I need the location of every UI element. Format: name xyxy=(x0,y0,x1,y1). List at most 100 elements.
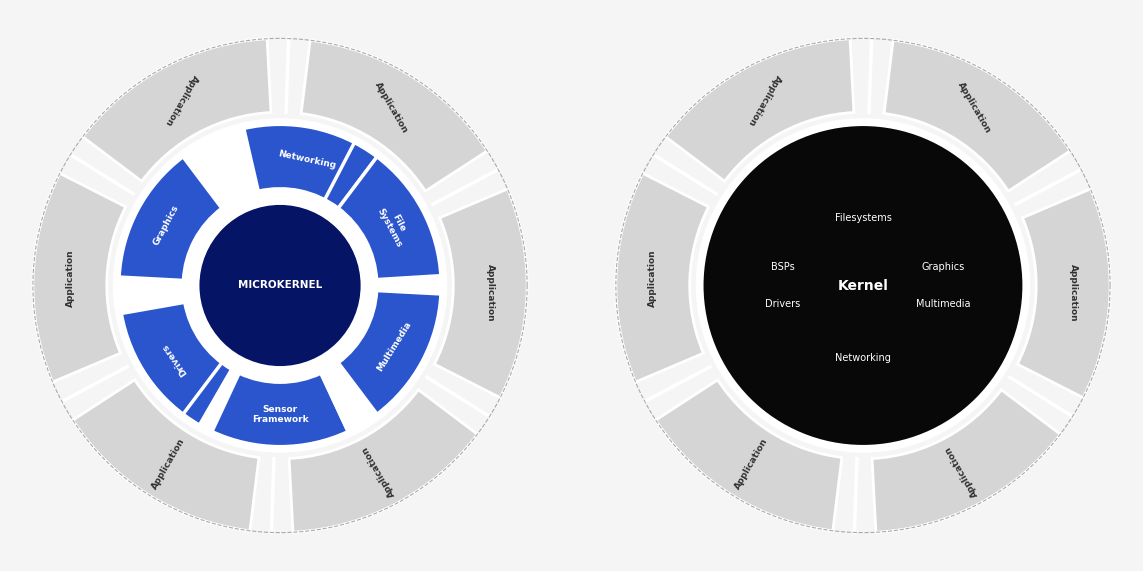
Circle shape xyxy=(275,282,285,289)
Circle shape xyxy=(214,220,346,351)
Circle shape xyxy=(224,229,336,342)
Circle shape xyxy=(229,235,331,336)
Circle shape xyxy=(248,254,312,317)
Circle shape xyxy=(264,270,296,301)
Text: BSPs: BSPs xyxy=(770,262,794,272)
Wedge shape xyxy=(33,174,126,382)
Text: Application: Application xyxy=(163,73,200,127)
Circle shape xyxy=(247,252,313,319)
Circle shape xyxy=(262,267,298,304)
Circle shape xyxy=(266,272,294,299)
Text: Kernel: Kernel xyxy=(838,279,888,292)
Circle shape xyxy=(257,263,303,308)
Wedge shape xyxy=(119,157,222,280)
Wedge shape xyxy=(301,40,487,191)
Wedge shape xyxy=(289,390,478,532)
Circle shape xyxy=(235,241,325,330)
Circle shape xyxy=(702,124,1024,447)
Wedge shape xyxy=(121,302,232,425)
Circle shape xyxy=(239,244,321,327)
Text: File
Systems: File Systems xyxy=(375,202,413,248)
Circle shape xyxy=(240,245,320,326)
Wedge shape xyxy=(211,373,349,447)
Circle shape xyxy=(200,205,361,366)
Text: Application: Application xyxy=(1069,264,1078,321)
Text: Graphics: Graphics xyxy=(152,203,181,247)
Circle shape xyxy=(205,210,355,361)
Text: Application: Application xyxy=(360,444,397,498)
Circle shape xyxy=(203,209,357,362)
Circle shape xyxy=(213,218,347,353)
Text: Application: Application xyxy=(373,80,409,134)
Text: Application: Application xyxy=(956,80,992,134)
Text: Drivers: Drivers xyxy=(765,299,800,309)
Circle shape xyxy=(218,224,342,347)
Circle shape xyxy=(211,217,349,354)
Circle shape xyxy=(210,216,350,355)
Circle shape xyxy=(270,275,290,296)
Circle shape xyxy=(273,279,287,292)
Circle shape xyxy=(232,237,328,334)
Text: Application: Application xyxy=(943,444,980,498)
Circle shape xyxy=(243,249,317,322)
Circle shape xyxy=(234,240,326,331)
Circle shape xyxy=(222,228,338,343)
Circle shape xyxy=(227,233,333,338)
Circle shape xyxy=(209,214,351,357)
Wedge shape xyxy=(1017,189,1110,397)
Text: Multimedia: Multimedia xyxy=(917,299,970,309)
Circle shape xyxy=(221,227,339,344)
Circle shape xyxy=(254,259,306,312)
Circle shape xyxy=(242,248,318,323)
Circle shape xyxy=(217,222,343,349)
Circle shape xyxy=(231,236,329,335)
Text: Application: Application xyxy=(734,437,770,491)
Wedge shape xyxy=(884,40,1070,191)
Text: Drivers: Drivers xyxy=(160,341,189,377)
Text: Multimedia: Multimedia xyxy=(375,319,413,373)
Circle shape xyxy=(219,225,341,346)
Wedge shape xyxy=(616,174,709,382)
Wedge shape xyxy=(338,291,441,414)
Circle shape xyxy=(251,258,309,313)
Text: Application: Application xyxy=(486,264,495,321)
Circle shape xyxy=(225,231,335,340)
Wedge shape xyxy=(82,39,271,181)
Wedge shape xyxy=(656,380,842,531)
Circle shape xyxy=(696,119,1030,452)
Circle shape xyxy=(201,206,359,365)
Circle shape xyxy=(274,280,286,291)
Text: MICROKERNEL: MICROKERNEL xyxy=(238,280,322,291)
Circle shape xyxy=(249,255,311,316)
Text: Sensor
Framework: Sensor Framework xyxy=(251,405,309,424)
Circle shape xyxy=(272,278,288,293)
Text: Filesystems: Filesystems xyxy=(834,214,892,223)
Circle shape xyxy=(263,268,297,303)
Circle shape xyxy=(259,266,301,305)
Wedge shape xyxy=(338,157,441,280)
Circle shape xyxy=(216,221,344,350)
Circle shape xyxy=(208,213,352,358)
Wedge shape xyxy=(243,124,377,208)
Circle shape xyxy=(233,239,327,332)
Circle shape xyxy=(279,284,281,287)
Text: Application: Application xyxy=(648,250,657,307)
Circle shape xyxy=(278,283,282,288)
Circle shape xyxy=(258,264,302,307)
Circle shape xyxy=(250,256,310,315)
Circle shape xyxy=(202,208,358,363)
Text: Application: Application xyxy=(151,437,187,491)
Text: Application: Application xyxy=(746,73,783,127)
Text: Networking: Networking xyxy=(836,353,890,363)
Circle shape xyxy=(226,232,334,339)
Circle shape xyxy=(237,243,323,328)
Circle shape xyxy=(245,251,315,320)
Text: Application: Application xyxy=(65,250,74,307)
Wedge shape xyxy=(434,189,527,397)
Circle shape xyxy=(271,276,289,295)
Circle shape xyxy=(255,260,305,311)
Circle shape xyxy=(267,274,293,297)
Circle shape xyxy=(113,119,447,452)
Text: Graphics: Graphics xyxy=(922,262,965,272)
Circle shape xyxy=(206,212,354,359)
